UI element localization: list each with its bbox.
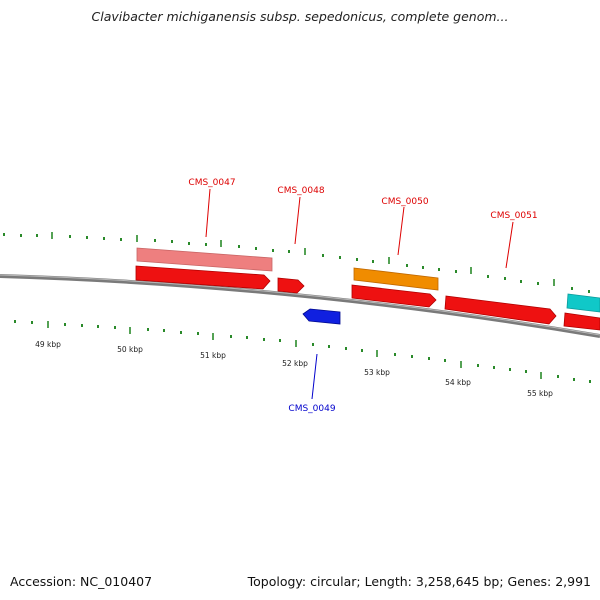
forward-features <box>135 247 600 331</box>
gene-label-cms-0051[interactable]: CMS_0051 <box>490 211 537 221</box>
scale-label-49: 49 kbp <box>35 340 61 349</box>
upper-major-ticks <box>51 232 555 286</box>
scale-label-55: 55 kbp <box>527 389 553 398</box>
genome-backbone-highlight <box>0 274 600 336</box>
gene-label-cms-0049[interactable]: CMS_0049 <box>288 404 335 414</box>
topology-summary: Topology: circular; Length: 3,258,645 bp… <box>247 574 591 589</box>
cds-cms-0049[interactable] <box>302 308 341 325</box>
gene-label-cms-0047[interactable]: CMS_0047 <box>188 178 235 188</box>
accession-text: Accession: NC_010407 <box>10 574 153 589</box>
scale-label-52: 52 kbp <box>282 359 308 368</box>
misc-cms-0050[interactable] <box>353 267 439 291</box>
gene-label-cms-0048[interactable]: CMS_0048 <box>277 186 324 196</box>
cds-cms-0047[interactable] <box>135 265 271 290</box>
gene-cms-0047[interactable] <box>136 247 273 272</box>
scale-label-50: 50 kbp <box>117 345 143 354</box>
cds-cms-0050[interactable] <box>351 284 437 308</box>
scale-label-54: 54 kbp <box>445 378 471 387</box>
lower-tick-row <box>14 320 591 383</box>
genome-backbone <box>0 274 600 338</box>
scale-labels: 49 kbp 50 kbp 51 kbp 52 kbp 53 kbp 54 kb… <box>35 340 553 398</box>
upper-tick-row <box>3 232 590 293</box>
lower-minor-ticks <box>14 320 591 383</box>
gene-labels: CMS_0047 CMS_0048 CMS_0050 CMS_0051 CMS_… <box>188 178 537 414</box>
scale-label-53: 53 kbp <box>364 368 390 377</box>
upper-minor-ticks <box>3 233 590 293</box>
map-title: Clavibacter michiganensis subsp. sepedon… <box>91 9 509 24</box>
cds-right-edge[interactable] <box>563 312 600 331</box>
cds-cms-0048[interactable] <box>277 277 305 294</box>
gene-label-cms-0050[interactable]: CMS_0050 <box>381 197 428 207</box>
lower-major-ticks <box>47 321 542 379</box>
scale-label-51: 51 kbp <box>200 351 226 360</box>
label-leader-lines <box>205 188 514 400</box>
cds-cms-0051[interactable] <box>444 295 557 325</box>
misc-teal-feature[interactable] <box>566 293 600 313</box>
